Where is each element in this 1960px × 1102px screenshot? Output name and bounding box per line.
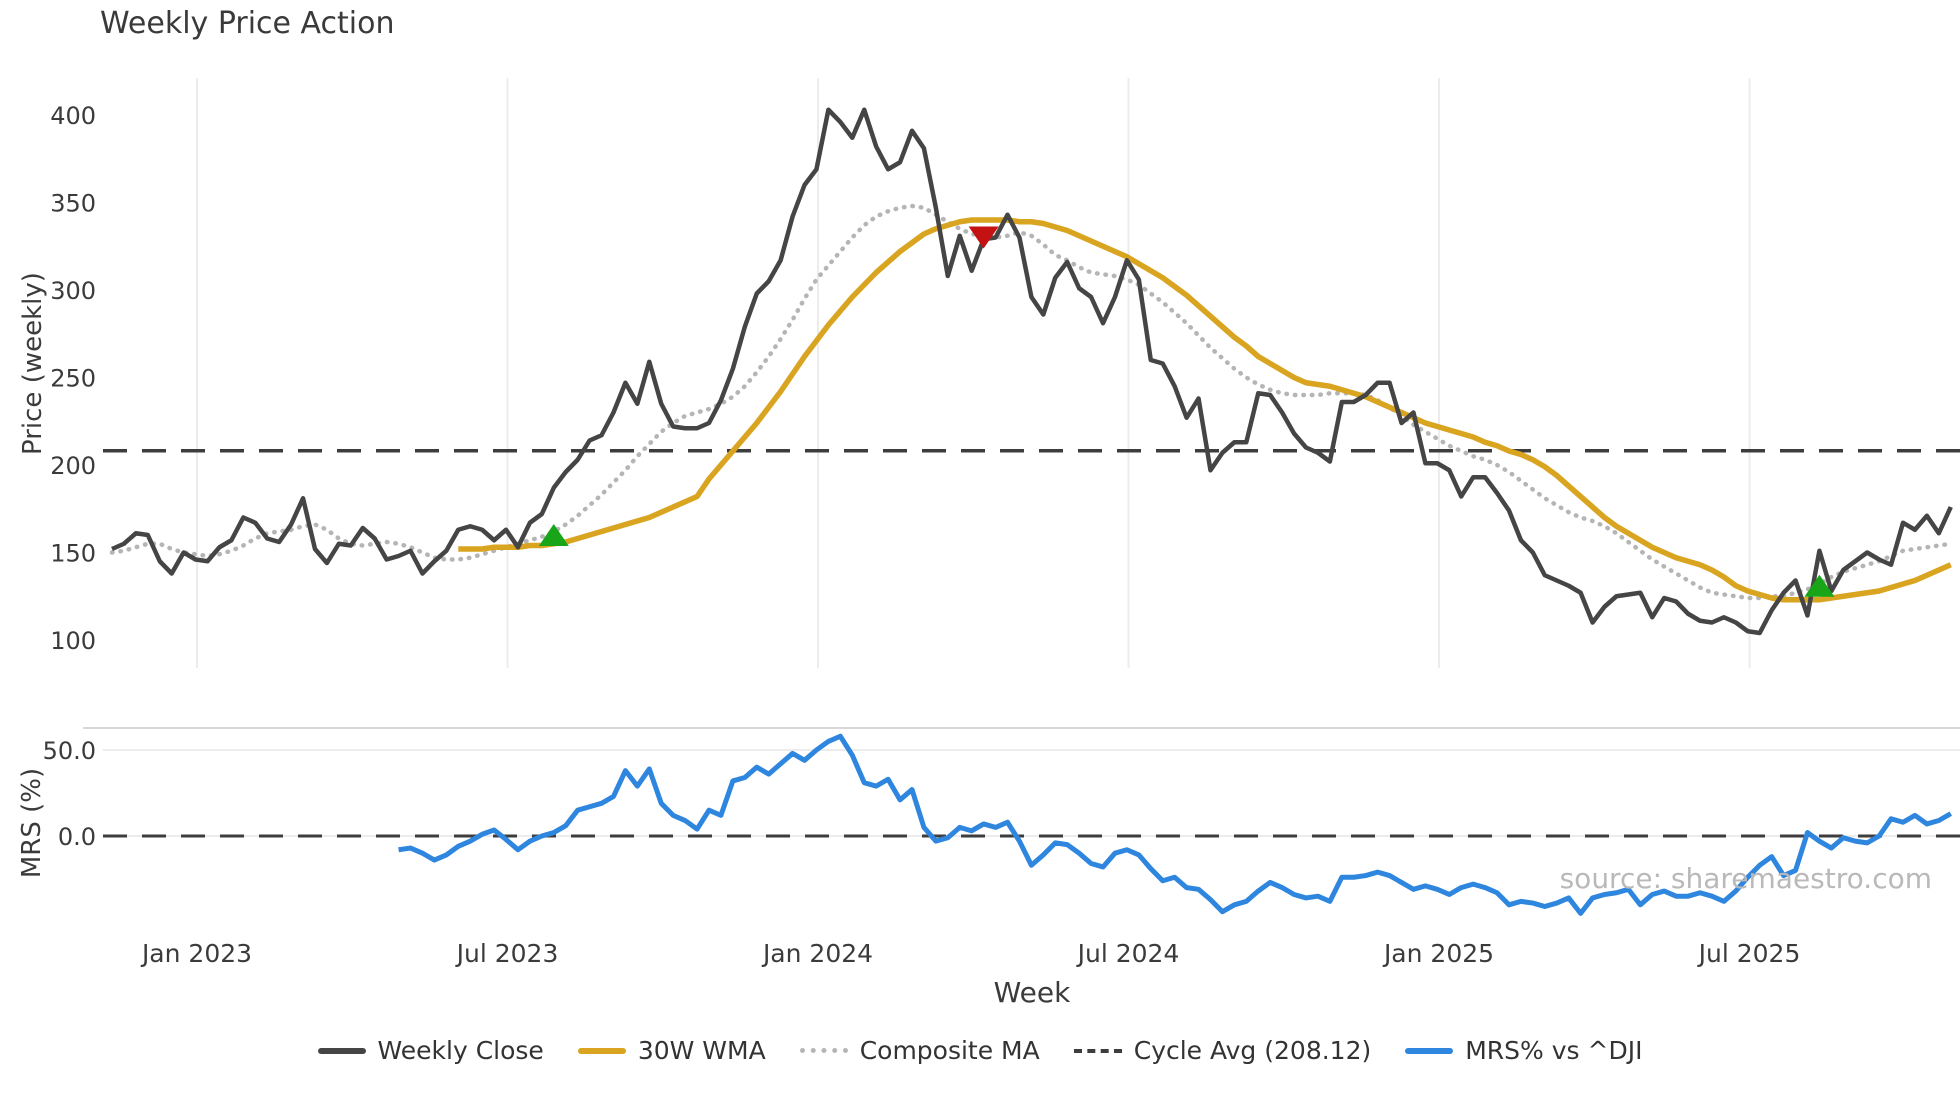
legend-swatch-icon	[317, 1047, 366, 1054]
weekly-close-line	[111, 107, 1953, 636]
legend-item-label: Composite MA	[859, 1036, 1040, 1065]
price-tick-label: 400	[50, 102, 96, 130]
composite-ma-line	[109, 203, 1954, 601]
price-axis-label: Price (weekly)	[18, 272, 48, 455]
x-tick-label: Jan 2023	[140, 939, 252, 968]
mrs-tick-label: 0.0	[58, 823, 96, 851]
mrs-tick-label: 50.0	[43, 737, 96, 765]
legend-item-label: Cycle Avg (208.12)	[1133, 1036, 1372, 1065]
legend-swatch-icon	[1405, 1047, 1454, 1054]
buy-signal-marker	[1804, 574, 1835, 597]
price-tick-label: 200	[50, 452, 96, 480]
mrs-axis-label: MRS (%)	[17, 767, 47, 879]
legend-item-label: Weekly Close	[377, 1036, 544, 1065]
legend-item-30w-wma: 30W WMA	[577, 1036, 766, 1065]
watermark-text: source: sharemaestro.com	[1559, 862, 1932, 895]
mrs-line	[398, 733, 1953, 916]
price-tick-label: 150	[50, 540, 96, 568]
legend-item-mrs-vs-dji: MRS% vs ^DJI	[1405, 1036, 1642, 1065]
legend-swatch-icon	[577, 1047, 626, 1054]
x-tick-label: Jan 2025	[1382, 939, 1494, 968]
chart-title: Weekly Price Action	[100, 6, 395, 41]
legend-item-weekly-close: Weekly Close	[317, 1036, 544, 1065]
legend-item-cycle-avg-208-12-: Cycle Avg (208.12)	[1073, 1036, 1372, 1065]
legend: Weekly Close 30W WMA Composite MA Cycle Avg…	[0, 1036, 1960, 1065]
x-tick-label: Jul 2025	[1697, 939, 1801, 968]
x-tick-label: Jan 2024	[761, 939, 873, 968]
legend-item-composite-ma: Composite MA	[799, 1036, 1040, 1065]
legend-swatch-icon	[799, 1048, 848, 1053]
price-tick-label: 250	[50, 365, 96, 393]
legend-item-label: 30W WMA	[637, 1036, 766, 1065]
price-tick-label: 350	[50, 190, 96, 218]
price-tick-label: 100	[50, 627, 96, 655]
legend-item-label: MRS% vs ^DJI	[1465, 1036, 1643, 1065]
sell-signal-marker	[968, 226, 999, 249]
price-tick-label: 300	[50, 277, 96, 305]
x-tick-label: Jul 2024	[1076, 939, 1180, 968]
buy-signal-marker	[538, 524, 569, 546]
x-tick-label: Jul 2023	[455, 939, 559, 968]
legend-swatch-icon	[1073, 1048, 1122, 1053]
wma-30-line	[458, 217, 1952, 603]
x-axis-label: Week	[993, 976, 1071, 1009]
